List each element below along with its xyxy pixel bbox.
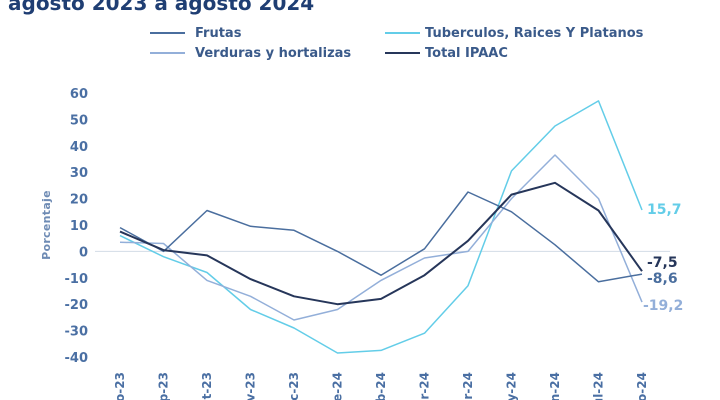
y-tick-label: -40 [65,351,89,366]
y-tick-label: -20 [65,298,89,313]
x-tick-label: e-24 [331,372,345,400]
x-tick-label: ur-24 [418,372,432,400]
legend-label: Frutas [195,26,242,41]
x-tick-label: ov-23 [244,372,258,400]
x-tick-label: p-23 [157,372,171,400]
y-tick-label: 40 [70,140,88,155]
x-tick-label: y-24 [505,372,519,400]
legend-label: Verduras y hortalizas [195,46,351,61]
series-line [119,154,643,321]
x-tick-label: b-24 [374,372,388,400]
y-tick-label: 60 [70,87,88,102]
x-tick-label: ic-23 [287,372,301,400]
data-label: -7,5 [647,255,678,271]
y-tick-label: -10 [65,272,89,287]
y-tick-label: 0 [79,245,88,260]
x-tick-label: o-24 [635,372,649,400]
y-tick-label: 10 [70,219,88,234]
y-axis-label: Porcentaje [40,190,53,260]
x-tick-label: ct-23 [200,372,214,400]
data-label: 15,7 [647,202,682,218]
data-label: -8,6 [647,271,678,287]
legend-label: Tuberculos, Raices Y Platanos [425,26,644,41]
chart-title: agosto 2023 a agosto 2024 [8,0,315,15]
data-label: -19,2 [643,298,683,314]
x-tick-label: or-24 [461,372,475,400]
y-tick-label: 30 [70,166,88,181]
x-tick-label: ul-24 [592,372,606,400]
x-tick-label: n-24 [548,372,562,400]
series-line [119,100,643,354]
y-tick-label: 50 [70,113,88,128]
x-tick-label: o-23 [113,372,127,400]
series-line [119,191,643,283]
y-tick-label: 20 [70,193,88,208]
series-line [119,181,643,306]
legend-label: Total IPAAC [425,46,508,61]
y-tick-label: -30 [65,325,89,340]
